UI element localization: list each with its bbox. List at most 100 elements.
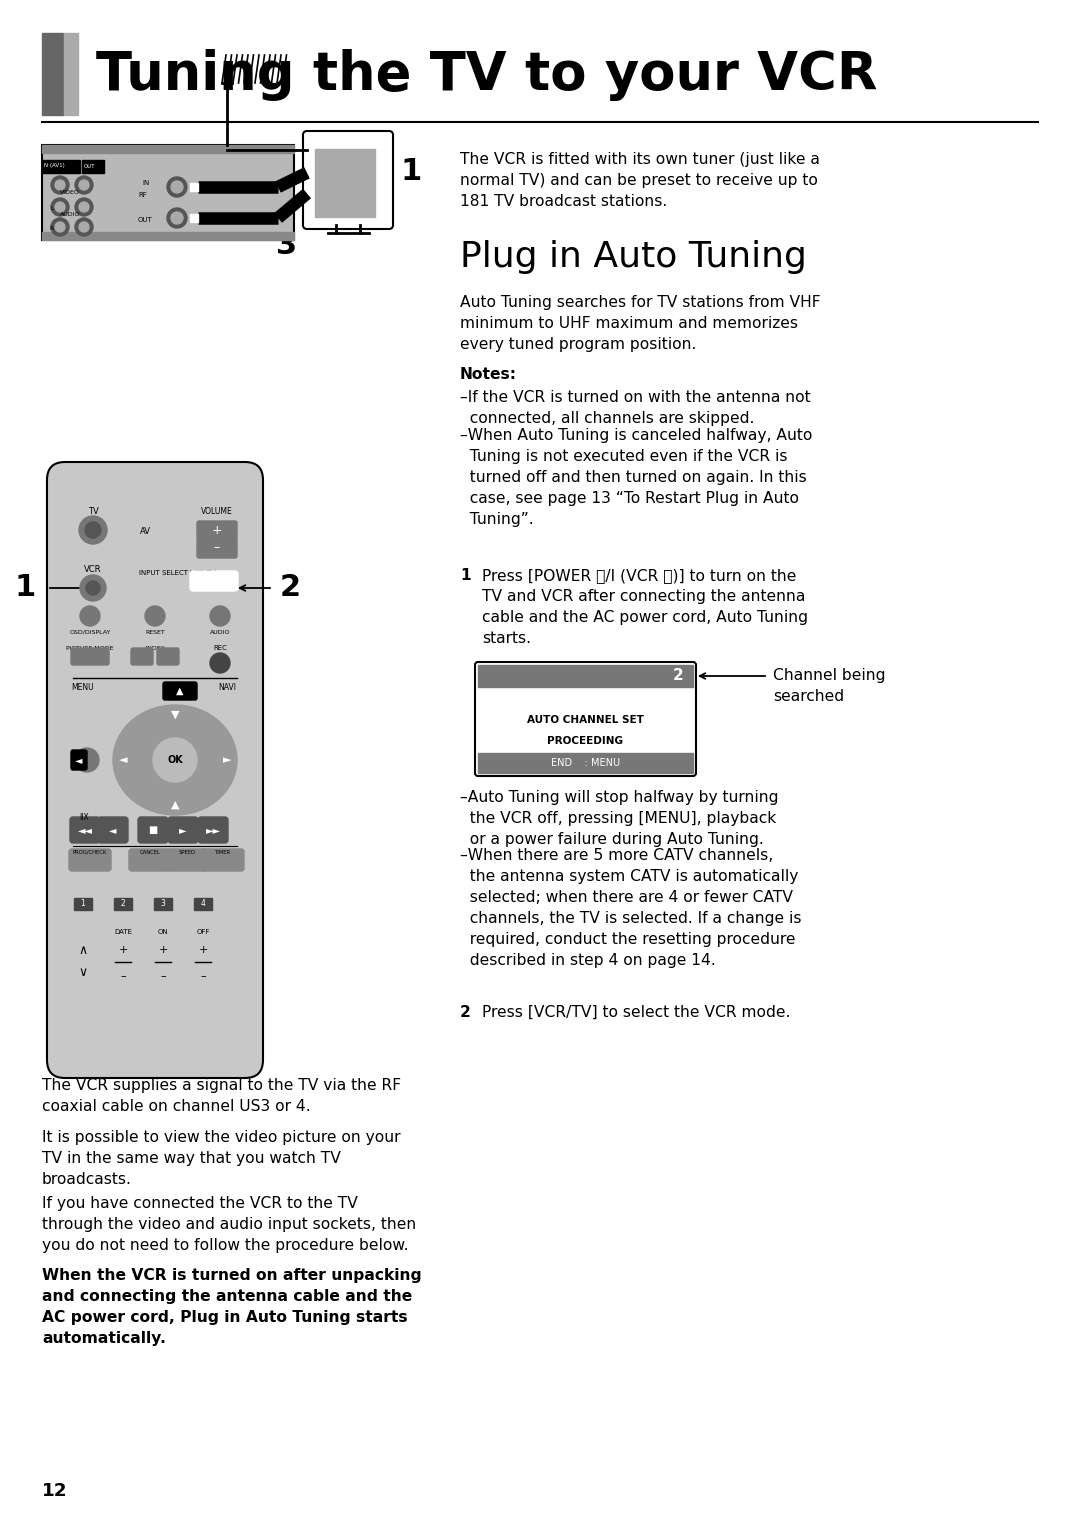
Text: N (AV1): N (AV1)	[44, 164, 65, 169]
Circle shape	[75, 748, 99, 773]
Text: 1: 1	[401, 156, 422, 185]
Text: ◄: ◄	[119, 754, 127, 765]
Circle shape	[75, 218, 93, 236]
Circle shape	[171, 181, 183, 193]
Circle shape	[167, 176, 187, 198]
Text: If you have connected the VCR to the TV
through the video and audio input socket: If you have connected the VCR to the TV …	[42, 1196, 416, 1252]
Circle shape	[51, 218, 69, 236]
Text: 4: 4	[201, 900, 205, 909]
Text: RF: RF	[138, 192, 147, 198]
Text: DATE: DATE	[114, 929, 132, 935]
Text: 2: 2	[121, 900, 125, 909]
Text: ▲: ▲	[171, 800, 179, 809]
Circle shape	[210, 653, 230, 673]
Text: –When there are 5 more CATV channels,
  the antenna system CATV is automatically: –When there are 5 more CATV channels, th…	[460, 848, 801, 967]
Text: AUDIO: AUDIO	[210, 630, 230, 635]
Text: –: –	[214, 541, 220, 555]
Text: –: –	[120, 970, 125, 981]
FancyBboxPatch shape	[71, 750, 87, 770]
Text: ►: ►	[222, 754, 231, 765]
Text: ►►: ►►	[205, 825, 220, 835]
Circle shape	[55, 179, 65, 190]
FancyBboxPatch shape	[190, 570, 238, 592]
Text: ∧: ∧	[79, 943, 87, 957]
FancyBboxPatch shape	[198, 817, 228, 843]
Bar	[154, 898, 172, 911]
Text: ON: ON	[158, 929, 168, 935]
Circle shape	[80, 575, 106, 601]
Text: IN: IN	[141, 179, 149, 185]
Circle shape	[79, 517, 107, 544]
Text: CANCEL: CANCEL	[139, 849, 161, 854]
Bar	[478, 665, 693, 687]
Text: ◄: ◄	[76, 754, 83, 765]
Text: OUT: OUT	[84, 164, 95, 169]
Text: +: +	[199, 944, 207, 955]
FancyBboxPatch shape	[475, 662, 696, 776]
Bar	[75, 898, 92, 911]
FancyBboxPatch shape	[157, 648, 179, 665]
Text: 2: 2	[280, 573, 300, 602]
Circle shape	[55, 202, 65, 212]
FancyBboxPatch shape	[71, 648, 109, 665]
Text: TIMER: TIMER	[215, 849, 231, 854]
Text: Notes:: Notes:	[460, 366, 517, 382]
Circle shape	[80, 606, 100, 625]
FancyBboxPatch shape	[48, 461, 264, 1078]
FancyBboxPatch shape	[303, 130, 393, 228]
Text: OK: OK	[167, 754, 183, 765]
Text: ▲: ▲	[176, 685, 184, 696]
Text: VIDEO: VIDEO	[60, 190, 80, 196]
Text: –: –	[160, 970, 166, 981]
FancyBboxPatch shape	[197, 540, 237, 558]
Text: Auto Tuning searches for TV stations from VHF
minimum to UHF maximum and memoriz: Auto Tuning searches for TV stations fro…	[460, 294, 821, 353]
Text: 1: 1	[460, 569, 471, 583]
Text: Press [VCR/TV] to select the VCR mode.: Press [VCR/TV] to select the VCR mode.	[482, 1006, 791, 1019]
Text: It is possible to view the video picture on your
TV in the same way that you wat: It is possible to view the video picture…	[42, 1130, 401, 1187]
Text: PICTURE MODE: PICTURE MODE	[66, 645, 113, 650]
FancyBboxPatch shape	[131, 648, 153, 665]
Text: OSD/DISPLAY: OSD/DISPLAY	[69, 630, 110, 635]
Bar	[42, 34, 64, 115]
Text: REC: REC	[213, 645, 227, 652]
Text: VCR: VCR	[84, 566, 102, 575]
FancyBboxPatch shape	[163, 682, 197, 701]
Text: The VCR is fitted with its own tuner (just like a
normal TV) and can be preset t: The VCR is fitted with its own tuner (ju…	[460, 152, 820, 208]
Text: AV: AV	[139, 527, 150, 537]
FancyBboxPatch shape	[129, 849, 171, 871]
Text: R: R	[50, 227, 54, 231]
Circle shape	[51, 176, 69, 195]
Text: NAVI: NAVI	[218, 684, 237, 693]
Text: –When Auto Tuning is canceled halfway, Auto
  Tuning is not executed even if the: –When Auto Tuning is canceled halfway, A…	[460, 428, 812, 527]
FancyBboxPatch shape	[138, 817, 168, 843]
Text: 12: 12	[42, 1482, 68, 1499]
Text: ◄◄: ◄◄	[78, 825, 93, 835]
Text: TV: TV	[87, 507, 98, 517]
Bar	[42, 159, 80, 173]
Bar	[82, 159, 104, 173]
Text: Tuning the TV to your VCR: Tuning the TV to your VCR	[96, 49, 877, 101]
Ellipse shape	[113, 705, 237, 816]
Text: ∨: ∨	[79, 966, 87, 978]
Bar	[42, 146, 294, 241]
FancyBboxPatch shape	[98, 817, 129, 843]
Circle shape	[145, 606, 165, 625]
Text: L: L	[51, 207, 54, 212]
Text: VOLUME: VOLUME	[201, 507, 233, 517]
Circle shape	[153, 737, 197, 782]
Circle shape	[79, 179, 89, 190]
Text: INPUT SELECT VCR/TV: INPUT SELECT VCR/TV	[138, 570, 215, 576]
Text: +: +	[119, 944, 127, 955]
Bar	[190, 182, 198, 192]
Circle shape	[79, 202, 89, 212]
Text: — INDEX —: — INDEX —	[137, 645, 173, 650]
Circle shape	[55, 222, 65, 231]
FancyBboxPatch shape	[202, 849, 244, 871]
FancyBboxPatch shape	[166, 849, 208, 871]
Bar	[42, 146, 294, 153]
Text: –: –	[200, 970, 206, 981]
Text: IIX: IIX	[79, 814, 89, 823]
Circle shape	[51, 198, 69, 216]
Text: –If the VCR is turned on with the antenna not
  connected, all channels are skip: –If the VCR is turned on with the antenn…	[460, 389, 811, 426]
Text: When the VCR is turned on after unpacking
and connecting the antenna cable and t: When the VCR is turned on after unpackin…	[42, 1268, 421, 1346]
